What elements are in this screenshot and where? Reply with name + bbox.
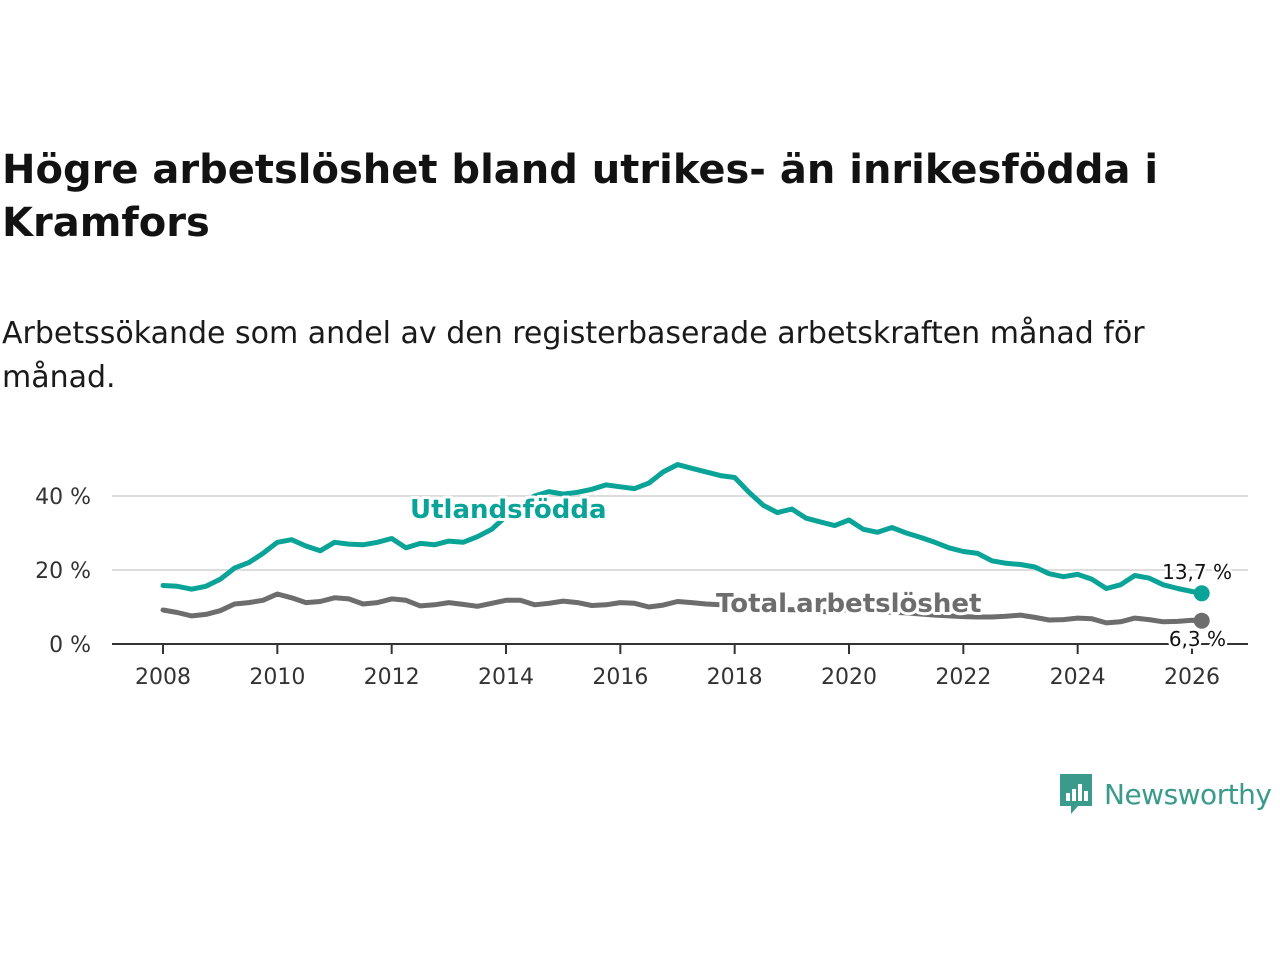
x-tick-label: 2012 bbox=[364, 665, 420, 690]
x-tick-label: 2018 bbox=[707, 665, 763, 690]
gridlines bbox=[112, 495, 1248, 571]
chart-subtitle: Arbetssökande som andel av den registerb… bbox=[2, 316, 1145, 395]
series-line-total bbox=[160, 591, 1205, 626]
x-tick-label: 2016 bbox=[592, 665, 648, 690]
series-label-utlandsfodda: Utlandsfödda bbox=[410, 495, 607, 525]
bar-chart-icon bbox=[1060, 774, 1092, 814]
x-tick-label: 2020 bbox=[821, 665, 877, 690]
brand-name: Newsworthy bbox=[1104, 777, 1272, 811]
series-line-utlandsfodda bbox=[160, 462, 1205, 596]
series-end-markers bbox=[1193, 585, 1210, 629]
x-tick-label: 2022 bbox=[935, 665, 991, 690]
end-marker-utlandsfodda bbox=[1193, 585, 1210, 602]
x-tick-label: 2026 bbox=[1164, 665, 1220, 690]
y-tick-label: 0 % bbox=[49, 633, 91, 658]
newsworthy-logo: Newsworthy bbox=[1058, 772, 1272, 816]
x-tick-label: 2010 bbox=[249, 665, 305, 690]
series-label-total: Total arbetslöshet bbox=[716, 589, 981, 619]
axes: 0 % 20 % 40 % 2008 2010 2012 2014 2016 2018 2020 2… bbox=[35, 485, 1248, 690]
chart-title: Högre arbetslöshet bland utrikes- än inr… bbox=[2, 147, 1159, 246]
x-tick-label: 2014 bbox=[478, 665, 534, 690]
x-tick-label: 2008 bbox=[135, 665, 191, 690]
y-tick-label: 20 % bbox=[35, 559, 91, 584]
series-lines bbox=[160, 462, 1205, 626]
end-label-total: 6,3 % bbox=[1169, 627, 1226, 651]
x-tick-label: 2024 bbox=[1050, 665, 1106, 690]
y-tick-label: 40 % bbox=[35, 485, 91, 510]
end-label-utlandsfodda: 13,7 % bbox=[1162, 560, 1232, 584]
end-marker-total bbox=[1193, 612, 1210, 629]
